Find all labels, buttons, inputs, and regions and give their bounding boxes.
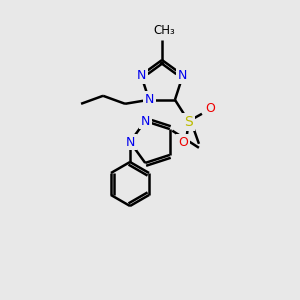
Text: N: N bbox=[178, 69, 188, 82]
Text: CH₃: CH₃ bbox=[153, 25, 175, 38]
Text: O: O bbox=[205, 102, 215, 115]
Text: N: N bbox=[140, 115, 150, 128]
Text: S: S bbox=[184, 115, 193, 129]
Text: N: N bbox=[144, 93, 154, 106]
Text: N: N bbox=[136, 69, 146, 82]
Text: O: O bbox=[178, 136, 188, 149]
Text: N: N bbox=[125, 136, 135, 148]
